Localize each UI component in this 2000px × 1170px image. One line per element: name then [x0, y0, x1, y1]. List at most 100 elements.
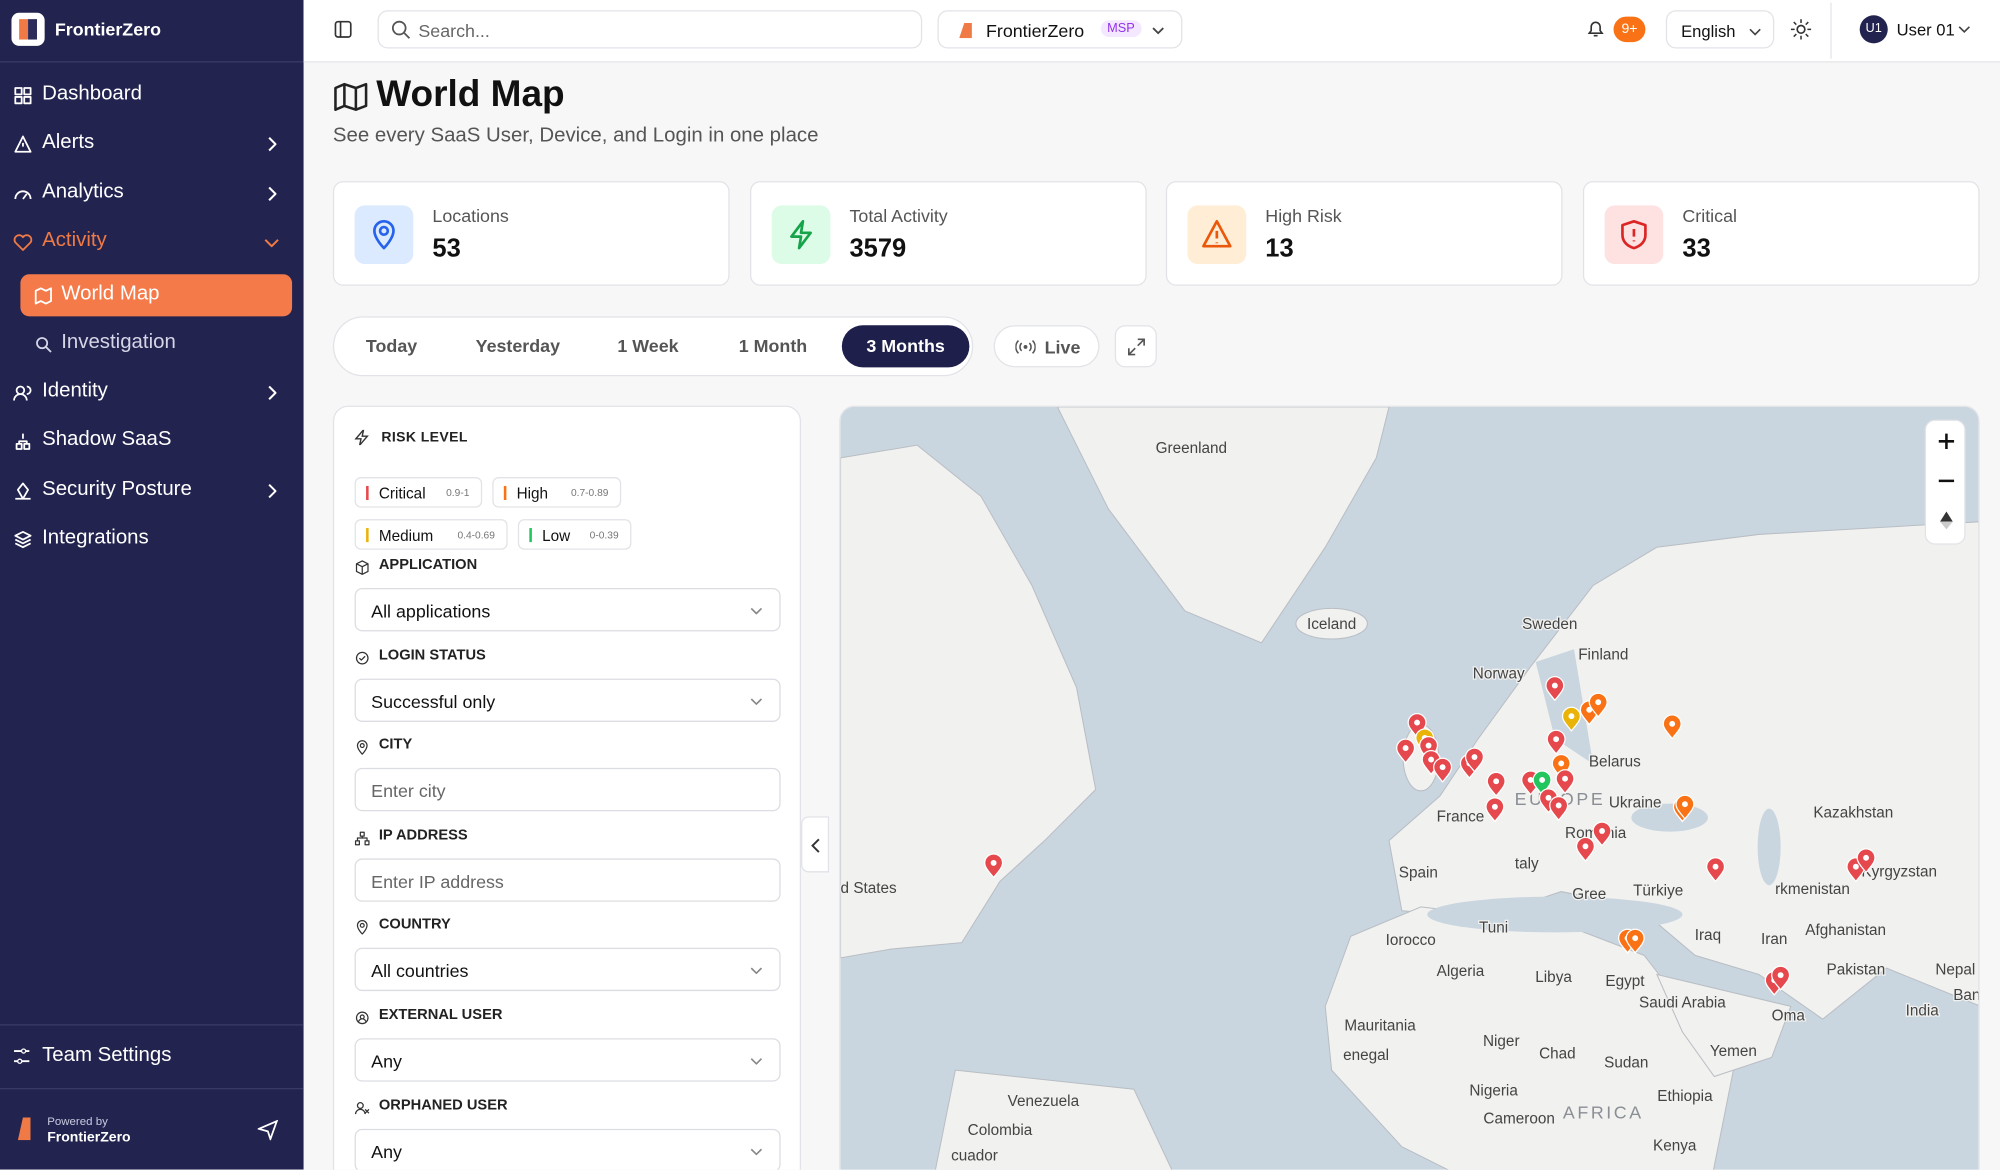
- brand-logo: [11, 12, 45, 46]
- stat-value: 53: [432, 234, 461, 263]
- brand-name: FrontierZero: [54, 19, 162, 40]
- risk-level-label: RISK LEVEL: [381, 429, 468, 446]
- page-title: World Map: [376, 73, 565, 115]
- icon: [355, 651, 369, 665]
- filter-input[interactable]: All applications: [354, 588, 781, 632]
- risk-chip[interactable]: High 0.7-0.89: [492, 477, 622, 508]
- nav-item[interactable]: Identity: [42, 380, 108, 402]
- map-label: Iorocco: [1386, 932, 1436, 949]
- live-button[interactable]: Live: [993, 325, 1100, 368]
- icon-path: [354, 1102, 370, 1115]
- map-pin-dot: [1595, 699, 1602, 706]
- time-range[interactable]: 3 Months: [866, 335, 945, 356]
- icon-path: [14, 135, 32, 153]
- icon-path: [790, 219, 812, 250]
- icon: [354, 831, 370, 846]
- stat-card: Critical 33: [1582, 181, 1980, 286]
- map-label: Algeria: [1437, 963, 1485, 980]
- filter-label: APPLICATION: [378, 557, 478, 573]
- filter-label: CITY: [378, 737, 413, 753]
- risk-chip[interactable]: Low 0-0.39: [517, 519, 632, 550]
- collapse-tab[interactable]: [801, 816, 830, 873]
- time-range[interactable]: Today: [365, 335, 418, 356]
- time-range[interactable]: 1 Week: [617, 335, 679, 356]
- reset-north[interactable]: [1939, 510, 1954, 530]
- filter-label: LOGIN STATUS: [378, 647, 486, 664]
- map-pin-dot: [1539, 777, 1546, 783]
- nav-item[interactable]: Shadow SaaS: [42, 428, 172, 451]
- user-name[interactable]: User 01: [1896, 20, 1955, 40]
- map-label: enegal: [1343, 1047, 1389, 1064]
- filter-value: All countries: [371, 960, 469, 981]
- sidebar-toggle[interactable]: [334, 20, 352, 38]
- icon-path: [750, 1058, 763, 1065]
- map-label: d States: [841, 880, 897, 897]
- send-icon[interactable]: [257, 1119, 279, 1141]
- filter-label: EXTERNAL USER: [378, 1007, 503, 1023]
- risk-chip[interactable]: Medium 0.4-0.69: [354, 519, 508, 550]
- filter-input[interactable]: Enter city: [354, 767, 781, 812]
- filter-placeholder: Enter city: [371, 780, 446, 802]
- filter-input[interactable]: Any: [354, 1128, 781, 1170]
- filter-label: IP ADDRESS: [378, 827, 468, 844]
- icon: [356, 920, 368, 935]
- map-label: taly: [1515, 856, 1539, 873]
- time-range[interactable]: Yesterday: [475, 335, 561, 356]
- search-placeholder: Search...: [418, 20, 490, 41]
- map-label: Colombia: [968, 1122, 1033, 1139]
- icon: [750, 967, 763, 975]
- stat-label: Locations: [432, 205, 509, 226]
- bell-icon[interactable]: [1587, 19, 1605, 39]
- icon-path: [355, 1011, 369, 1025]
- icon-path: [1621, 219, 1647, 250]
- avatar[interactable]: U1: [1859, 15, 1888, 44]
- nav-item[interactable]: Activity: [42, 229, 107, 252]
- powered-by: Powered by: [47, 1114, 108, 1128]
- language-selector[interactable]: English: [1665, 10, 1775, 49]
- stat-label: Critical: [1682, 205, 1737, 226]
- expand-button[interactable]: [1114, 325, 1157, 368]
- map-pin-dot: [1852, 863, 1859, 870]
- filter-input[interactable]: Successful only: [354, 678, 781, 722]
- language: English: [1681, 21, 1736, 41]
- nav-item[interactable]: Investigation: [61, 331, 176, 354]
- nav-item[interactable]: Analytics: [42, 181, 124, 203]
- time-range[interactable]: 1 Month: [738, 335, 808, 356]
- nav-item[interactable]: Dashboard: [42, 82, 142, 105]
- map-pin-dot: [1491, 803, 1498, 810]
- map-label: Cameroon: [1483, 1111, 1554, 1128]
- icon: [264, 239, 279, 248]
- filter-input[interactable]: Enter IP address: [354, 858, 781, 902]
- risk-name: Medium: [378, 526, 434, 545]
- risk-chip[interactable]: Critical 0.9-1: [354, 477, 483, 508]
- risk-chip-color: [366, 528, 369, 543]
- nav-item[interactable]: Alerts: [42, 131, 95, 154]
- map-pin-dot: [1669, 720, 1676, 727]
- zoom-out[interactable]: [1937, 472, 1955, 490]
- live-label: Live: [1044, 336, 1081, 358]
- stat-label: High Risk: [1265, 205, 1342, 226]
- theme-toggle[interactable]: [1790, 19, 1812, 40]
- notification-badge: 9+: [1613, 16, 1646, 43]
- org-badge: MSP: [1100, 20, 1142, 37]
- nav-item[interactable]: Integrations: [42, 526, 149, 549]
- map-label: Spain: [1399, 865, 1438, 882]
- icon-path: [15, 482, 31, 500]
- risk-range: 0.9-1: [446, 487, 470, 499]
- team-settings[interactable]: Team Settings: [42, 1044, 172, 1067]
- nav-item[interactable]: Security Posture: [42, 478, 192, 500]
- map-pin-dot: [1551, 682, 1558, 689]
- filter-input[interactable]: Any: [354, 1038, 781, 1082]
- map-icon: [334, 82, 368, 111]
- filter-value: Any: [371, 1051, 402, 1072]
- filter-input[interactable]: All countries: [354, 947, 781, 992]
- zoom-in[interactable]: [1937, 432, 1955, 450]
- map-label: Ethiopia: [1657, 1088, 1713, 1105]
- search-box[interactable]: Search...: [377, 10, 923, 49]
- map-label: Iraq: [1695, 927, 1721, 944]
- stat-value: 3579: [849, 234, 907, 263]
- icon: [356, 740, 368, 755]
- nav-item[interactable]: World Map: [61, 283, 160, 305]
- org-selector[interactable]: FrontierZero MSP: [937, 10, 1183, 49]
